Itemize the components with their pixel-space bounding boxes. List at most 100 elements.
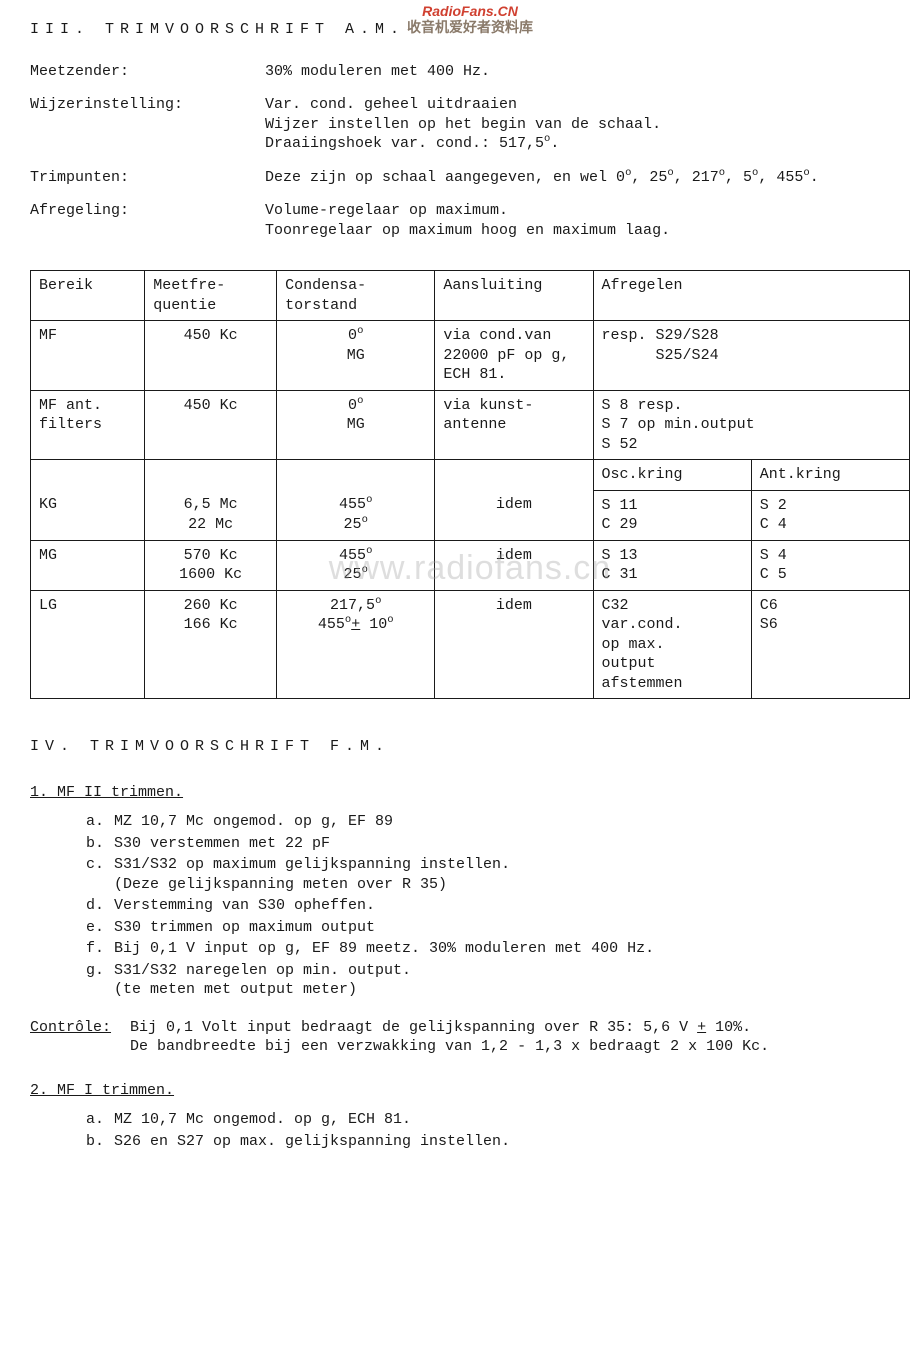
list-text: MZ 10,7 Mc ongemod. op g, EF 89 — [114, 812, 910, 832]
text-line: Toonregelaar op maximum hoog en maximum … — [265, 222, 670, 239]
marker: a. — [86, 812, 114, 832]
th-meetfreq: Meetfre- quentie — [145, 271, 277, 321]
list-item: a.MZ 10,7 Mc ongemod. op g, ECH 81. — [86, 1110, 910, 1130]
text: , 217 — [674, 169, 719, 186]
cell-cond: 0oMG — [277, 390, 435, 460]
cell-osc: S 11 C 29 — [593, 490, 751, 540]
list-mf2: a.MZ 10,7 Mc ongemod. op g, EF 89 b.S30 … — [30, 812, 910, 1000]
text-line: . — [550, 135, 559, 152]
table-row: MG 570 Kc1600 Kc 455o25o idem S 13 C 31 … — [31, 540, 910, 590]
degree-sup: o — [357, 325, 363, 337]
text-line: Volume-regelaar op maximum. — [265, 202, 508, 219]
degree-sup: o — [366, 545, 372, 557]
cell-bereik: MF ant. filters — [31, 390, 145, 460]
list-item: a.MZ 10,7 Mc ongemod. op g, EF 89 — [86, 812, 910, 832]
cell-osc: S 13 C 31 — [593, 540, 751, 590]
val: 25 — [344, 566, 362, 583]
th-antkring: Ant.kring — [751, 460, 909, 491]
text: , 5 — [725, 169, 752, 186]
text: Bij 0,1 Volt input bedraagt de gelijkspa… — [130, 1019, 697, 1036]
degree-sup: o — [362, 514, 368, 526]
text-line: Draaiingshoek var. cond.: 517,5 — [265, 135, 544, 152]
list-text: S30 trimmen op maximum output — [114, 918, 910, 938]
val: 455 — [318, 616, 345, 633]
cell-aansl: via cond.van 22000 pF op g, ECH 81. — [435, 321, 593, 391]
plus-minus: + — [697, 1019, 706, 1036]
section-4-heading: IV. TRIMVOORSCHRIFT F.M. — [30, 737, 910, 757]
marker: b. — [86, 1132, 114, 1152]
cell-empty — [277, 460, 435, 491]
val: 570 Kc — [184, 547, 238, 564]
cell-cond: 455o25o — [277, 490, 435, 540]
marker: e. — [86, 918, 114, 938]
degree-sup: o — [366, 494, 372, 506]
plus-minus: + — [351, 616, 360, 633]
cell-cond: 0o MG — [277, 321, 435, 391]
degree-sup: o — [357, 395, 363, 407]
marker: a. — [86, 1110, 114, 1130]
val: 0 — [348, 327, 357, 344]
val: 1600 Kc — [179, 566, 242, 583]
list-text: MZ 10,7 Mc ongemod. op g, ECH 81. — [114, 1110, 910, 1130]
cell-bereik: MF — [31, 321, 145, 391]
text: , 25 — [631, 169, 667, 186]
text: Deze zijn op schaal aangegeven, en wel 0 — [265, 169, 625, 186]
cell-cond: 455o25o — [277, 540, 435, 590]
list-mf1: a.MZ 10,7 Mc ongemod. op g, ECH 81. b.S2… — [30, 1110, 910, 1151]
cell-aansl: via kunst- antenne — [435, 390, 593, 460]
table-row: MF 450 Kc 0o MG via cond.van 22000 pF op … — [31, 321, 910, 391]
def-trimpunten: Trimpunten: Deze zijn op schaal aangegev… — [30, 168, 910, 188]
list-item: c.S31/S32 op maximum gelijkspanning inst… — [86, 855, 910, 894]
text: 10%. — [706, 1019, 751, 1036]
table-row: MF ant. filters 450 Kc 0oMG via kunst- a… — [31, 390, 910, 460]
degree-sup: o — [362, 564, 368, 576]
cell-empty — [31, 460, 145, 491]
list-item: b.S30 verstemmen met 22 pF — [86, 834, 910, 854]
def-label: Wijzerinstelling: — [30, 95, 265, 154]
val: 6,5 Mc — [184, 496, 238, 513]
degree-sup: o — [375, 595, 381, 607]
text: . — [810, 169, 819, 186]
list-text: S26 en S27 op max. gelijkspanning instel… — [114, 1132, 910, 1152]
cell-aansl: idem — [435, 590, 593, 699]
cell-empty — [435, 460, 593, 491]
marker: g. — [86, 961, 114, 1000]
val: 455 — [339, 496, 366, 513]
th-aansluiting: Aansluiting — [435, 271, 593, 321]
text-line: Var. cond. geheel uitdraaien — [265, 96, 517, 113]
th-afregelen: Afregelen — [593, 271, 909, 321]
def-value: 30% moduleren met 400 Hz. — [265, 62, 910, 82]
cell-freq: 450 Kc — [145, 321, 277, 391]
th-condensator: Condensa- torstand — [277, 271, 435, 321]
val: 10 — [360, 616, 387, 633]
list-item: d.Verstemming van S30 opheffen. — [86, 896, 910, 916]
cell-afreg: resp. S29/S28 S25/S24 — [593, 321, 909, 391]
marker: f. — [86, 939, 114, 959]
th-bereik: Bereik — [31, 271, 145, 321]
val: MG — [347, 347, 365, 364]
val: 166 Kc — [184, 616, 238, 633]
def-afregeling: Afregeling: Volume-regelaar op maximum. … — [30, 201, 910, 240]
text: , 455 — [758, 169, 803, 186]
val: MG — [347, 416, 365, 433]
def-value: Var. cond. geheel uitdraaien Wijzer inst… — [265, 95, 910, 154]
degree-sup: o — [387, 614, 393, 626]
table-header-row: Bereik Meetfre- quentie Condensa- torsta… — [31, 271, 910, 321]
cell-aansl: idem — [435, 540, 593, 590]
subsection-2-heading: 2. MF I trimmen. — [30, 1081, 910, 1101]
cell-freq: 260 Kc166 Kc — [145, 590, 277, 699]
cell-freq: 450 Kc — [145, 390, 277, 460]
watermark-top-cn: 收音机爱好者资料库 — [407, 18, 533, 36]
cell-ant: S 4 C 5 — [751, 540, 909, 590]
cell-empty — [145, 460, 277, 491]
list-item: f.Bij 0,1 V input op g, EF 89 meetz. 30%… — [86, 939, 910, 959]
controle-label: Contrôle: — [30, 1018, 130, 1057]
text-line: Wijzer instellen op het begin van de sch… — [265, 116, 661, 133]
table-row: KG 6,5 Mc22 Mc 455o25o idem S 11 C 29 S … — [31, 490, 910, 540]
table-row: LG 260 Kc166 Kc 217,5o455o+ 10o idem C32… — [31, 590, 910, 699]
def-value: Volume-regelaar op maximum. Toonregelaar… — [265, 201, 910, 240]
cell-bereik: LG — [31, 590, 145, 699]
cell-freq: 6,5 Mc 22 Mc — [145, 490, 277, 540]
val: 22 Mc — [188, 516, 233, 533]
controle-body: Bij 0,1 Volt input bedraagt de gelijkspa… — [130, 1018, 910, 1057]
